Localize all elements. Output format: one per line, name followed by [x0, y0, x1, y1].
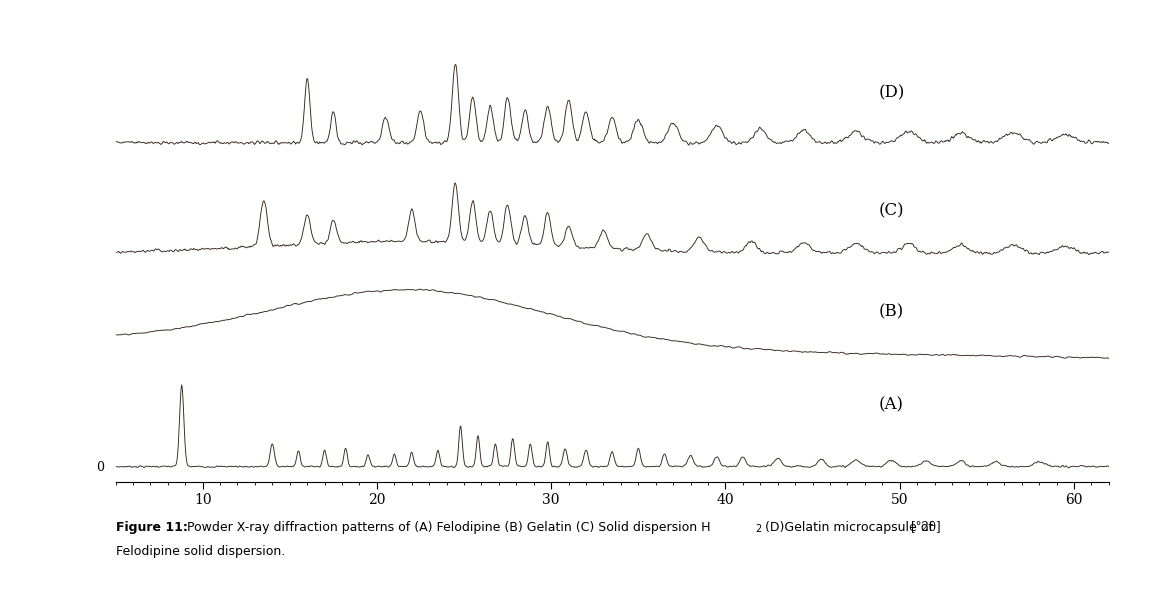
Text: [°2θ]: [°2θ] [911, 521, 940, 533]
Text: 0: 0 [96, 461, 104, 474]
Text: (D)Gelatin microcapsule of: (D)Gelatin microcapsule of [761, 521, 933, 534]
Text: (C): (C) [878, 202, 904, 219]
Text: 2: 2 [755, 524, 761, 534]
Text: Powder X-ray diffraction patterns of (A) Felodipine (B) Gelatin (C) Solid disper: Powder X-ray diffraction patterns of (A)… [187, 521, 710, 534]
Text: (B): (B) [878, 303, 903, 321]
Text: Figure 11:: Figure 11: [116, 521, 192, 534]
Text: Felodipine solid dispersion.: Felodipine solid dispersion. [116, 545, 285, 558]
Text: (D): (D) [878, 85, 904, 102]
Text: (A): (A) [878, 396, 903, 413]
